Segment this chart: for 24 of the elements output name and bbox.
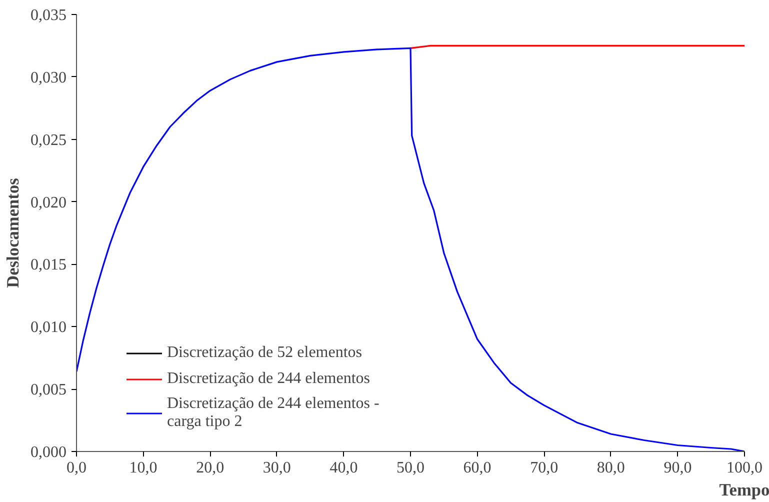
x-tick-label: 40,0 (330, 460, 358, 476)
y-tick-label: 0,015 (30, 256, 66, 274)
x-tick-label: 0,0 (66, 460, 86, 476)
y-tick-label: 0,000 (30, 444, 66, 461)
x-tick-label: 80,0 (596, 460, 625, 476)
x-tick-label: 10,0 (129, 460, 158, 476)
x-axis-title: Tempo (719, 480, 769, 500)
x-tick-label: 60,0 (463, 460, 492, 476)
y-tick-label: 0,025 (30, 132, 66, 149)
x-tick-label: 90,0 (664, 460, 692, 476)
legend-label: Discretização de 52 elementos (167, 344, 362, 362)
x-tick-label: 20,0 (196, 460, 224, 476)
y-tick-label: 0,020 (30, 194, 66, 212)
x-tick-label: 30,0 (262, 460, 291, 476)
x-tick-label: 50,0 (396, 460, 424, 476)
y-tick-label: 0,035 (30, 7, 66, 24)
y-tick-label: 0,005 (30, 382, 66, 399)
y-tick-label: 0,030 (30, 69, 66, 86)
y-tick-label: 0,010 (30, 319, 66, 336)
x-tick-label: 100,0 (726, 460, 762, 476)
legend-label: Discretização de 244 elementos (167, 370, 370, 388)
y-axis-title: Deslocamentos (4, 178, 22, 288)
legend-label: Discretização de 244 elementos - carga tipo 2 (167, 395, 380, 431)
x-tick-label: 70,0 (530, 460, 558, 476)
